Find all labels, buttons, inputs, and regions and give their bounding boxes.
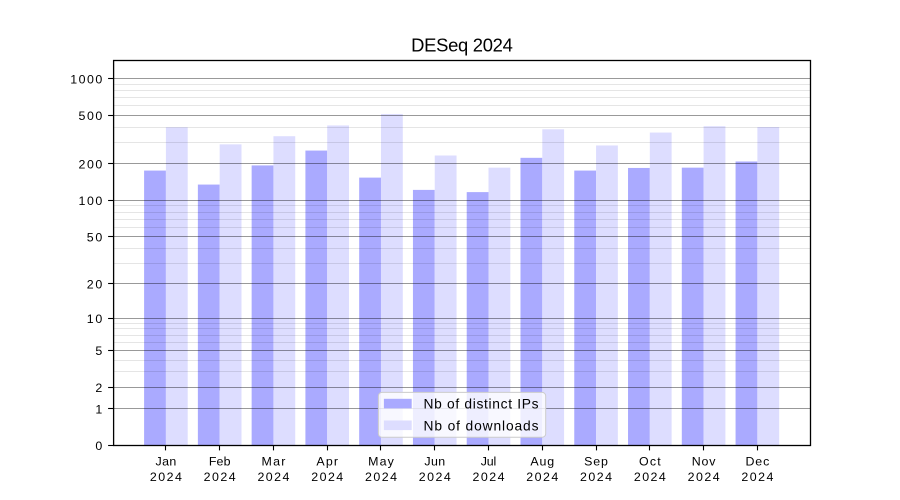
svg-text:2024: 2024: [204, 470, 236, 484]
svg-text:2024: 2024: [634, 470, 666, 484]
svg-text:1000: 1000: [70, 72, 102, 86]
svg-text:2024: 2024: [688, 470, 720, 484]
svg-text:2024: 2024: [419, 470, 451, 484]
svg-text:2024: 2024: [150, 470, 182, 484]
svg-text:DESeq 2024: DESeq 2024: [411, 35, 513, 56]
svg-text:2024: 2024: [741, 470, 773, 484]
svg-text:2024: 2024: [311, 470, 343, 484]
svg-text:Feb: Feb: [209, 454, 231, 468]
svg-text:2024: 2024: [580, 470, 612, 484]
svg-text:Jan: Jan: [156, 454, 177, 468]
svg-text:100: 100: [79, 194, 103, 208]
svg-text:500: 500: [79, 109, 103, 123]
svg-text:May: May: [368, 454, 395, 468]
svg-text:5: 5: [95, 344, 102, 358]
svg-text:Mar: Mar: [262, 454, 286, 468]
svg-text:200: 200: [79, 158, 103, 172]
svg-text:1: 1: [95, 402, 102, 416]
svg-text:2024: 2024: [473, 470, 505, 484]
svg-text:Dec: Dec: [745, 454, 769, 468]
svg-text:20: 20: [87, 277, 103, 291]
svg-text:Oct: Oct: [639, 454, 661, 468]
svg-text:0: 0: [95, 439, 102, 453]
svg-text:Apr: Apr: [316, 454, 338, 468]
svg-text:10: 10: [87, 312, 103, 326]
svg-text:Aug: Aug: [530, 454, 554, 468]
svg-text:2024: 2024: [526, 470, 558, 484]
svg-text:Nb of downloads: Nb of downloads: [424, 418, 539, 433]
svg-text:Jun: Jun: [424, 454, 445, 468]
svg-text:2: 2: [95, 381, 102, 395]
svg-text:Sep: Sep: [584, 454, 608, 468]
svg-text:Jul: Jul: [481, 454, 497, 468]
svg-text:50: 50: [87, 230, 103, 244]
svg-text:2024: 2024: [365, 470, 397, 484]
svg-text:2024: 2024: [257, 470, 289, 484]
svg-text:Nov: Nov: [692, 454, 717, 468]
svg-text:Nb of distinct IPs: Nb of distinct IPs: [424, 397, 539, 412]
